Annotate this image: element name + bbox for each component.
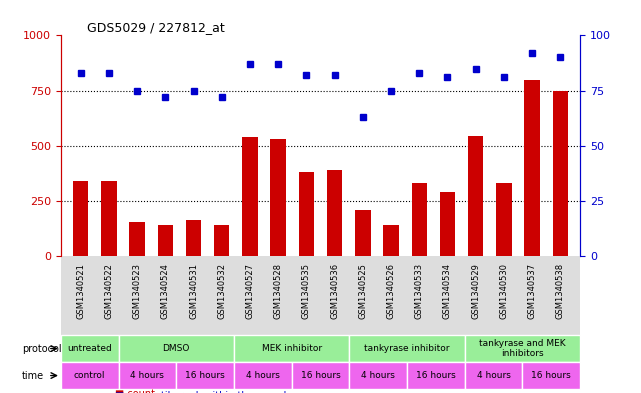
Text: GSM1340531: GSM1340531 — [189, 263, 198, 319]
Bar — [176, 362, 234, 389]
Bar — [292, 362, 349, 389]
Text: GDS5029 / 227812_at: GDS5029 / 227812_at — [87, 21, 224, 34]
Bar — [214, 226, 229, 256]
Bar — [119, 362, 176, 389]
Bar — [73, 181, 88, 256]
Bar — [271, 139, 286, 256]
Text: tankyrase inhibitor: tankyrase inhibitor — [364, 344, 450, 353]
Bar — [129, 222, 145, 256]
Bar — [349, 362, 407, 389]
Bar — [119, 335, 234, 362]
Bar — [355, 210, 370, 256]
Text: 4 hours: 4 hours — [477, 371, 510, 380]
Text: control: control — [74, 371, 106, 380]
Text: time: time — [22, 371, 44, 380]
Text: DMSO: DMSO — [163, 344, 190, 353]
Text: MEK inhibitor: MEK inhibitor — [262, 344, 322, 353]
Bar — [412, 184, 427, 256]
Text: GSM1340529: GSM1340529 — [471, 263, 480, 319]
Text: untreated: untreated — [67, 344, 112, 353]
Text: tankyrase and MEK
inhibitors: tankyrase and MEK inhibitors — [479, 339, 566, 358]
Text: GSM1340534: GSM1340534 — [443, 263, 452, 319]
Bar — [299, 173, 314, 256]
Bar — [61, 362, 119, 389]
Text: 16 hours: 16 hours — [416, 371, 456, 380]
Bar — [242, 137, 258, 256]
Text: ■ count: ■ count — [115, 389, 155, 393]
Text: GSM1340526: GSM1340526 — [387, 263, 395, 319]
Text: 16 hours: 16 hours — [185, 371, 225, 380]
Bar — [465, 335, 580, 362]
Bar — [61, 335, 119, 362]
Bar — [186, 220, 201, 256]
Text: ■ percentile rank within the sample: ■ percentile rank within the sample — [115, 391, 293, 393]
Text: 4 hours: 4 hours — [131, 371, 164, 380]
Text: 4 hours: 4 hours — [362, 371, 395, 380]
Text: GSM1340525: GSM1340525 — [358, 263, 367, 319]
Text: GSM1340522: GSM1340522 — [104, 263, 113, 319]
Bar — [234, 335, 349, 362]
Text: GSM1340521: GSM1340521 — [76, 263, 85, 319]
Text: GSM1340538: GSM1340538 — [556, 263, 565, 319]
Bar — [524, 79, 540, 256]
Text: GSM1340537: GSM1340537 — [528, 263, 537, 319]
Text: GSM1340523: GSM1340523 — [133, 263, 142, 319]
Bar — [553, 91, 568, 256]
Text: 4 hours: 4 hours — [246, 371, 279, 380]
Bar — [496, 184, 512, 256]
Text: GSM1340536: GSM1340536 — [330, 263, 339, 319]
Bar — [383, 226, 399, 256]
Bar — [468, 136, 483, 256]
Text: GSM1340527: GSM1340527 — [246, 263, 254, 319]
Bar — [465, 362, 522, 389]
Text: GSM1340524: GSM1340524 — [161, 263, 170, 319]
Bar — [349, 335, 465, 362]
Bar — [407, 362, 465, 389]
Text: 16 hours: 16 hours — [531, 371, 571, 380]
Text: 16 hours: 16 hours — [301, 371, 340, 380]
Text: GSM1340528: GSM1340528 — [274, 263, 283, 319]
Text: GSM1340532: GSM1340532 — [217, 263, 226, 319]
Text: protocol: protocol — [22, 343, 62, 354]
Bar — [522, 362, 580, 389]
Text: GSM1340535: GSM1340535 — [302, 263, 311, 319]
Bar — [440, 192, 455, 256]
Bar — [327, 170, 342, 256]
Text: GSM1340533: GSM1340533 — [415, 263, 424, 319]
Text: GSM1340530: GSM1340530 — [499, 263, 508, 319]
Bar — [234, 362, 292, 389]
Bar — [101, 181, 117, 256]
Bar — [158, 226, 173, 256]
